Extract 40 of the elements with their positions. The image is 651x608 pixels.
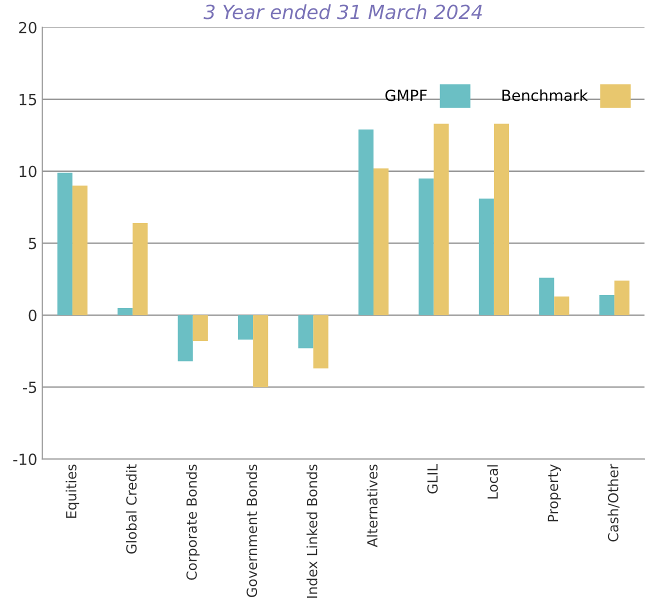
bar xyxy=(298,315,314,348)
chart-title: 3 Year ended 31 March 2024 xyxy=(204,4,482,20)
bar xyxy=(614,280,630,316)
x-tick-label: Property xyxy=(548,464,561,522)
bar xyxy=(253,315,268,388)
x-tick-label: Alternatives xyxy=(366,464,378,548)
x-tick-label: Government Bonds xyxy=(246,464,258,598)
y-tick-label: 20 xyxy=(19,22,36,34)
x-tick-label: Global Credit xyxy=(126,464,137,554)
legend-label: Benchmark xyxy=(502,89,588,102)
x-tick-label: GLIL xyxy=(427,464,438,494)
legend-label: GMPF xyxy=(385,90,427,102)
bar xyxy=(554,296,570,316)
x-tick-label: Corporate Bonds xyxy=(186,464,200,580)
bar xyxy=(478,198,494,316)
bar xyxy=(494,124,509,316)
x-tick-label: Local xyxy=(487,465,498,499)
y-tick-label: 15 xyxy=(20,94,36,106)
y-tick-label: 0 xyxy=(28,310,36,322)
x-tick-label: Cash/Other xyxy=(608,464,620,542)
bar xyxy=(132,223,148,316)
bar xyxy=(539,278,554,316)
bar xyxy=(72,186,88,316)
bar xyxy=(313,315,328,368)
bar xyxy=(418,178,434,316)
x-tick-label: Index Linked Bonds xyxy=(306,464,318,598)
y-tick-label: 5 xyxy=(28,238,36,250)
bar xyxy=(178,315,193,362)
y-tick-label: 10 xyxy=(20,166,36,178)
bar xyxy=(434,124,449,316)
bar xyxy=(57,172,72,316)
bar xyxy=(118,308,133,316)
x-tick-label: Equities xyxy=(66,464,80,518)
y-tick-label: -5 xyxy=(22,382,36,394)
bar xyxy=(374,168,389,316)
bar xyxy=(358,130,374,316)
bar xyxy=(238,315,254,340)
y-tick-label: -10 xyxy=(13,454,36,466)
bar xyxy=(192,315,208,342)
bar xyxy=(599,295,614,316)
